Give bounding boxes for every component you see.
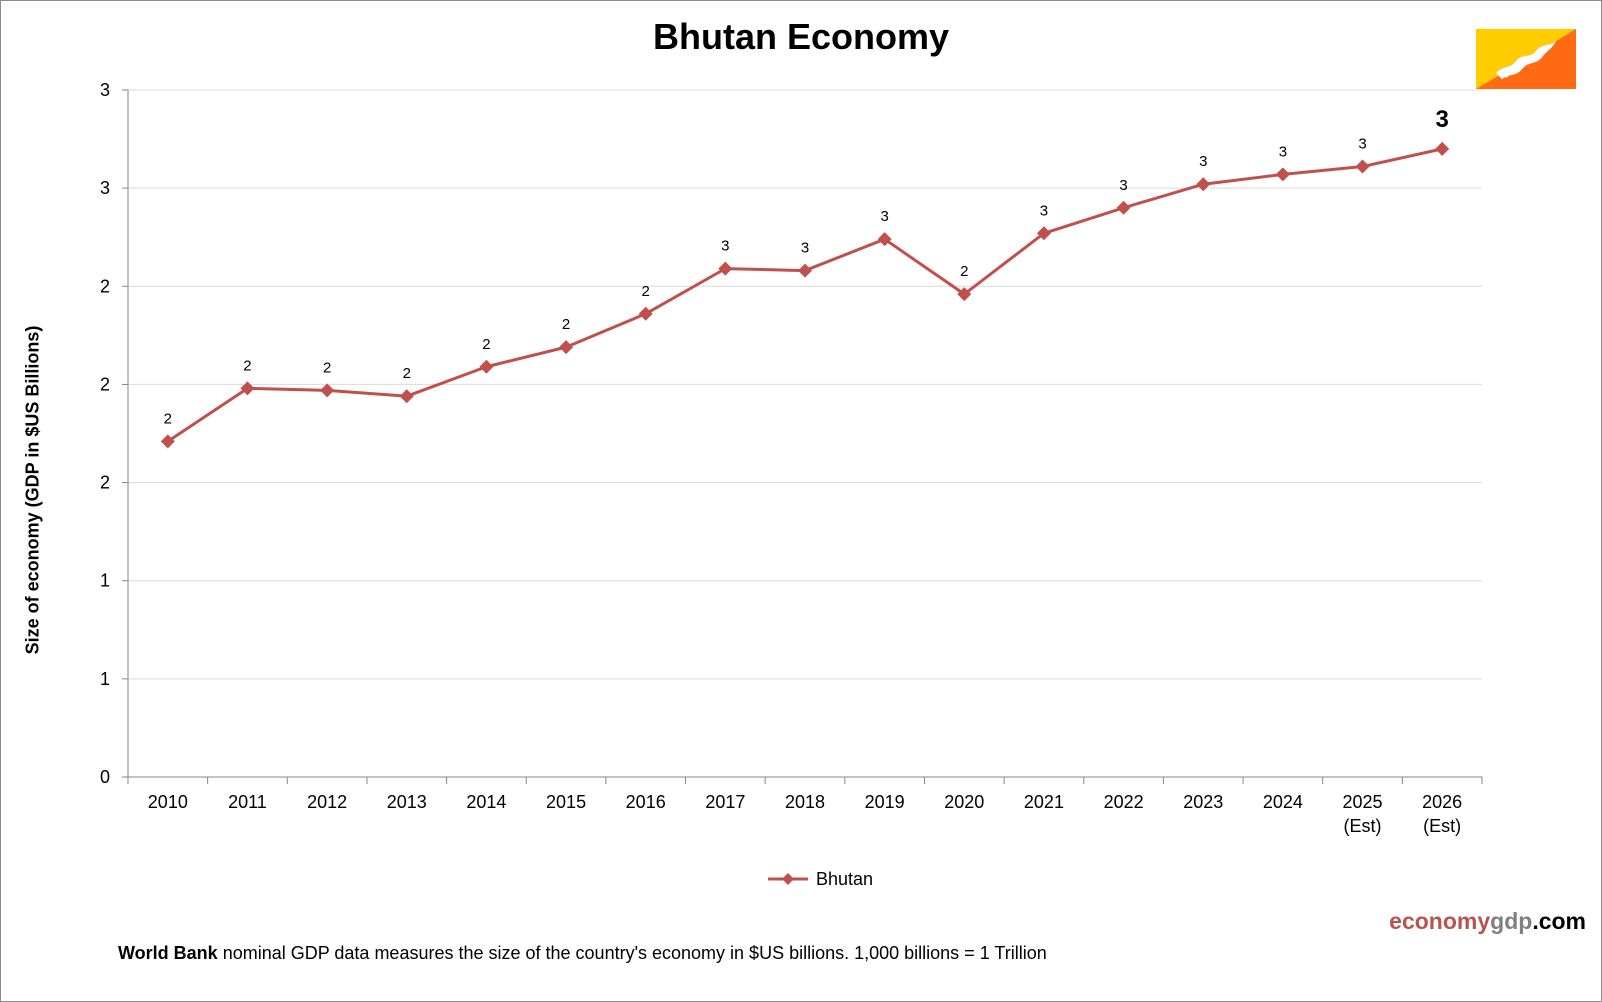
data-label: 3 <box>801 240 809 257</box>
data-point-marker <box>1275 167 1290 182</box>
legend-line-marker-icon <box>768 873 808 885</box>
y-axis-label: Size of economy (GDP in $US Billions) <box>22 325 43 655</box>
y-tick-label: 2 <box>100 276 110 296</box>
x-tick-label: 2018 <box>785 792 825 812</box>
x-tick-label: (Est) <box>1423 816 1461 836</box>
data-label: 2 <box>482 336 490 353</box>
bhutan-flag-icon <box>1476 29 1576 89</box>
data-label: 3 <box>1199 153 1207 170</box>
data-label: 3 <box>1040 202 1048 219</box>
legend: Bhutan <box>766 868 873 890</box>
brand-part-economy: economy <box>1389 908 1491 934</box>
data-point-marker <box>399 389 414 404</box>
data-label: 3 <box>1119 177 1127 194</box>
data-point-marker <box>559 340 574 355</box>
footer-text: nominal GDP data measures the size of th… <box>217 943 1047 963</box>
data-label: 3 <box>880 208 888 225</box>
data-label: 2 <box>642 283 650 300</box>
x-tick-label: 2010 <box>148 792 188 812</box>
data-label: 2 <box>323 359 331 376</box>
data-label: 2 <box>562 316 570 333</box>
data-point-marker <box>638 306 653 321</box>
x-tick-label: 2019 <box>865 792 905 812</box>
brand-logo: economygdp.com <box>1389 908 1586 935</box>
x-tick-label: 2015 <box>546 792 586 812</box>
data-label: 3 <box>1279 143 1287 160</box>
y-tick-label: 3 <box>100 80 110 100</box>
data-point-marker <box>1036 226 1051 241</box>
data-point-marker <box>320 383 335 398</box>
data-label: 2 <box>960 263 968 280</box>
x-tick-label: 2024 <box>1263 792 1303 812</box>
data-label: 2 <box>243 357 251 374</box>
data-label: 2 <box>403 365 411 382</box>
x-tick-label: 2013 <box>387 792 427 812</box>
x-tick-label: 2020 <box>944 792 984 812</box>
data-label: 3 <box>1358 136 1366 153</box>
x-tick-label: (Est) <box>1344 816 1382 836</box>
x-tick-label: 2026 <box>1422 792 1462 812</box>
data-point-marker <box>1116 200 1131 215</box>
y-tick-label: 1 <box>100 669 110 689</box>
brand-part-com: .com <box>1532 908 1586 934</box>
data-point-marker <box>479 359 494 374</box>
data-point-marker <box>1196 177 1211 192</box>
x-tick-label: 2022 <box>1104 792 1144 812</box>
y-tick-label: 2 <box>100 374 110 394</box>
data-point-marker <box>1355 159 1370 174</box>
footer-source: World Bank <box>118 943 218 963</box>
data-point-marker <box>718 261 733 276</box>
chart-title: Bhutan Economy <box>652 16 949 57</box>
x-tick-label: 2014 <box>466 792 506 812</box>
data-point-marker <box>957 287 972 302</box>
data-point-marker <box>798 263 812 278</box>
data-label: 3 <box>721 238 729 255</box>
x-tick-label: 2025 <box>1343 792 1383 812</box>
y-tick-label: 0 <box>100 767 110 787</box>
y-tick-label: 2 <box>100 473 110 493</box>
x-tick-label: 2023 <box>1183 792 1223 812</box>
x-tick-label: 2016 <box>626 792 666 812</box>
footer-note: World Bank nominal GDP data measures the… <box>118 943 1047 964</box>
x-tick-label: 2011 <box>228 792 267 812</box>
y-tick-label: 3 <box>100 178 110 198</box>
legend-label-bhutan: Bhutan <box>816 868 874 889</box>
data-point-marker <box>877 232 892 247</box>
x-tick-label: 2021 <box>1024 792 1064 812</box>
data-point-marker <box>1435 141 1450 156</box>
x-tick-label: 2017 <box>705 792 745 812</box>
data-label: 2 <box>164 410 172 427</box>
y-tick-label: 1 <box>100 571 110 591</box>
data-point-marker <box>160 434 175 449</box>
x-tick-label: 2012 <box>307 792 347 812</box>
data-label: 3 <box>1435 106 1448 133</box>
brand-part-gdp: gdp <box>1490 908 1533 934</box>
data-point-marker <box>240 381 255 396</box>
series-line-bhutan <box>166 147 1443 443</box>
